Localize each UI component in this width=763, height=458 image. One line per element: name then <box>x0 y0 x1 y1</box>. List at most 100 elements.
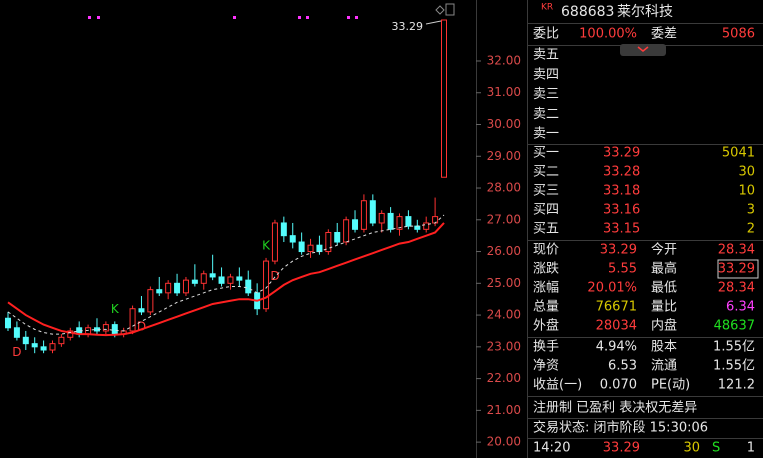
field-label: 内盘 <box>651 318 677 334</box>
candle-body <box>227 276 234 284</box>
candle-body <box>191 279 198 284</box>
bid-label: 买三 <box>533 184 559 199</box>
candle-body <box>396 216 403 230</box>
field-label: PE(动) <box>651 378 690 393</box>
moving-average <box>7 214 445 335</box>
field-value: 100.00% <box>579 27 637 42</box>
signal-label: D <box>137 320 146 334</box>
candle-body <box>129 308 136 332</box>
candle-body <box>360 200 367 230</box>
field-value: 4.94% <box>596 340 637 355</box>
field-label: 外盘 <box>533 318 559 334</box>
y-tick-label: 31.00 <box>487 85 521 99</box>
candle-body <box>13 327 20 338</box>
field-value: 76671 <box>596 300 637 315</box>
bid-price: 33.29 <box>603 146 640 161</box>
candle-body <box>67 330 74 338</box>
field-label: 涨跌 <box>533 261 559 277</box>
candle-body <box>102 324 109 332</box>
field-label: 最高 <box>651 261 677 277</box>
candle-body <box>40 346 47 351</box>
bid-price: 33.18 <box>603 184 640 199</box>
field-value: 33.29 <box>718 262 755 277</box>
field-label: 换手 <box>533 340 559 355</box>
high-box <box>717 259 759 279</box>
candle-body <box>369 200 376 224</box>
candle-body <box>387 212 394 230</box>
peak-pointer <box>425 20 442 25</box>
candle-body <box>31 343 38 348</box>
trade-status: 交易状态: 闭市阶段 15:30:06 <box>533 420 708 436</box>
field-label: 收益(一) <box>533 378 582 393</box>
candle-body <box>22 336 29 345</box>
y-tick-label: 28.00 <box>487 181 521 195</box>
bid-label: 买一 <box>533 146 559 161</box>
bid-label: 买二 <box>533 165 559 180</box>
field-value: 1.55亿 <box>713 359 755 374</box>
candle-body <box>182 279 189 294</box>
candle-body <box>271 222 278 262</box>
candle-body <box>263 260 270 310</box>
ask-label: 卖五 <box>533 48 559 63</box>
candle-body <box>218 276 225 284</box>
candle-body <box>307 244 314 253</box>
y-tick-label: 21.00 <box>487 403 521 417</box>
bid-volume: 10 <box>738 184 755 199</box>
candle-body <box>147 289 154 313</box>
bid-volume: 30 <box>738 165 755 180</box>
bid-price: 33.15 <box>603 222 640 237</box>
field-value: 1.55亿 <box>713 340 755 355</box>
field-value: 28.34 <box>718 243 755 258</box>
y-tick-label: 20.00 <box>487 435 521 449</box>
candle-body <box>111 324 118 335</box>
bid-volume: 5041 <box>722 146 755 161</box>
field-label: 涨幅 <box>533 281 559 296</box>
ask-label: 卖三 <box>533 87 559 102</box>
field-label: 量比 <box>651 300 677 315</box>
candle-body <box>5 317 11 329</box>
y-tick-label: 27.00 <box>487 212 521 226</box>
panel-toggle[interactable] <box>445 3 455 16</box>
candle-body <box>334 231 341 243</box>
field-value: 5086 <box>722 27 755 42</box>
field-value: 6.34 <box>726 300 755 315</box>
bid-volume: 3 <box>747 203 755 218</box>
field-label: 流通 <box>651 359 677 374</box>
diamond-icon[interactable] <box>435 5 445 15</box>
candle-body <box>174 282 181 294</box>
field-label: 最低 <box>651 281 677 296</box>
candle-body <box>316 244 323 253</box>
candle-body <box>432 216 439 224</box>
signal-label: K <box>111 302 120 316</box>
ask-label: 卖二 <box>533 107 559 122</box>
candle-body <box>405 216 412 227</box>
field-value: 20.01% <box>587 281 637 296</box>
field-label: 今开 <box>651 242 677 258</box>
y-tick-label: 23.00 <box>487 339 521 353</box>
signal-label: D <box>270 269 279 283</box>
field-label: 股本 <box>651 340 677 355</box>
listing-tags: 注册制 已盈利 表决权无差异 <box>533 400 697 416</box>
candle-body <box>423 222 430 230</box>
last-trade: 33.29 <box>603 441 640 456</box>
y-tick-label: 26.00 <box>487 244 521 258</box>
peak-label: 33.29 <box>392 20 424 33</box>
field-value: 6.53 <box>608 359 637 374</box>
candle-body <box>441 19 447 178</box>
y-tick-label: 25.00 <box>487 276 521 290</box>
candle-body <box>289 235 296 243</box>
field-label: 总量 <box>533 300 559 315</box>
ask-label: 卖四 <box>533 67 559 82</box>
collapse-button[interactable] <box>620 44 666 56</box>
moving-average <box>7 222 445 337</box>
candle-body <box>352 219 359 230</box>
stock-code: 688683 <box>561 4 614 20</box>
y-tick-label: 29.00 <box>487 149 521 163</box>
candle-body <box>165 282 172 294</box>
candle-body <box>343 219 350 243</box>
candle-body <box>245 279 252 294</box>
candle-body <box>325 231 332 253</box>
last-trade: 1 <box>747 441 755 456</box>
